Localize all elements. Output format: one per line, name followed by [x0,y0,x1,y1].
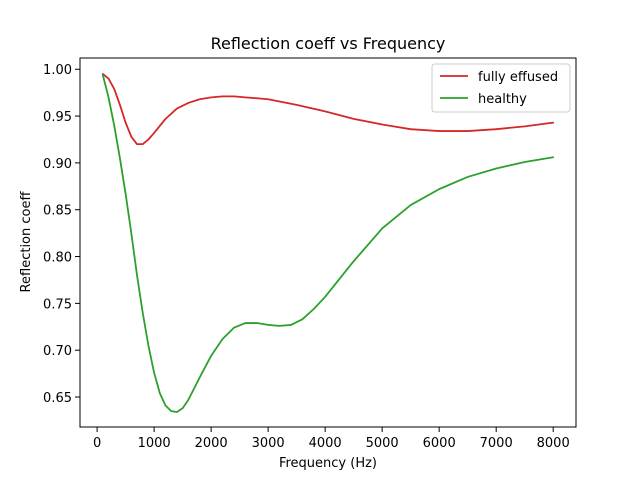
x-tick-label: 1000 [138,436,171,451]
series-line-fully-effused [101,73,555,146]
legend-label: healthy [478,92,527,107]
y-tick-label: 0.75 [43,297,72,312]
y-tick-label: 1.00 [43,63,72,78]
series-line-healthy [101,73,555,413]
x-tick-label: 5000 [366,436,399,451]
y-tick-label: 0.70 [43,344,72,359]
x-tick-label: 8000 [537,436,570,451]
y-tick-label: 0.90 [43,157,72,172]
x-tick-label: 6000 [423,436,456,451]
y-axis-label: Reflection coeff [19,191,34,293]
x-tick-label: 2000 [195,436,228,451]
y-tick-label: 0.65 [43,391,72,406]
y-tick-label: 0.95 [43,110,72,125]
x-tick-label: 7000 [480,436,513,451]
x-tick-label: 3000 [252,436,285,451]
y-tick-label: 0.85 [43,204,72,219]
x-axis-label: Frequency (Hz) [279,456,377,471]
x-tick-label: 4000 [309,436,342,451]
plot-frame [79,57,577,428]
legend: fully effused healthy [431,63,571,113]
legend-label: fully effused [478,70,558,85]
x-tick-label: 0 [93,436,101,451]
chart-title: Reflection coeff vs Frequency [211,34,446,53]
y-tick-label: 0.80 [43,251,72,266]
